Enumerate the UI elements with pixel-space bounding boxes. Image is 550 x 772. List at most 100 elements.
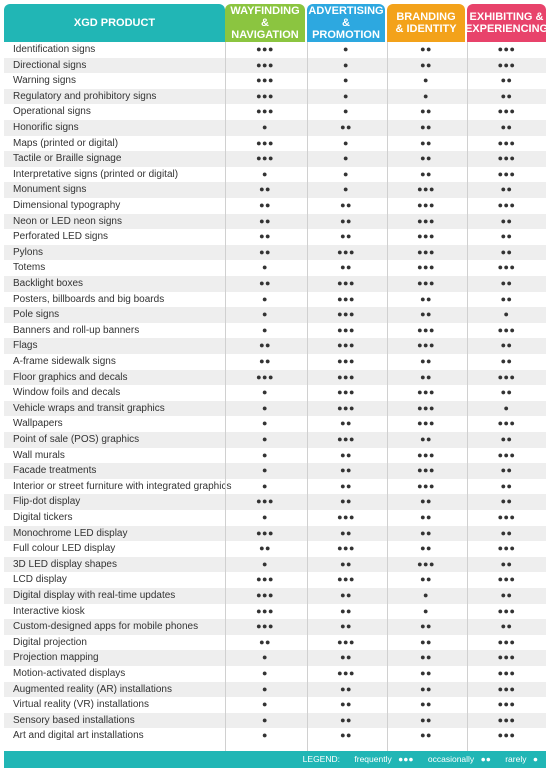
frequency-dots: ●● xyxy=(420,527,432,538)
legend-rarely-label: rarely xyxy=(505,754,527,764)
frequency-dots: ● xyxy=(262,465,268,476)
header-advertising-label: ADVERTISING & PROMOTION xyxy=(308,5,384,41)
frequency-dots: ● xyxy=(343,90,349,101)
frequency-dots: ● xyxy=(262,558,268,569)
frequency-dots: ●●● xyxy=(337,434,355,444)
frequency-dots: ●●● xyxy=(497,418,516,429)
row-label: Directional signs xyxy=(13,59,87,71)
frequency-dots: ●●● xyxy=(337,356,355,366)
frequency-dots: ●● xyxy=(340,200,352,210)
header-branding: BRANDING & IDENTITY xyxy=(387,4,465,42)
frequency-dots: ●● xyxy=(420,356,432,366)
frequency-dots: ●● xyxy=(340,605,352,616)
row-label: Warning signs xyxy=(13,75,76,87)
frequency-dots: ●●● xyxy=(497,262,516,273)
table-row: Flags ●● ●●● ●●● ●● xyxy=(4,338,546,354)
table-row: Digital display with real-time updates ●●… xyxy=(4,588,546,604)
frequency-dots: ●●● xyxy=(417,184,435,195)
frequency-dots: ●●● xyxy=(337,246,355,257)
table-row: Posters, billboards and big boards ● ●●● ●●… xyxy=(4,291,546,308)
frequency-dots: ●●● xyxy=(497,106,516,117)
frequency-dots: ●● xyxy=(420,44,432,54)
row-label: Motion-activated displays xyxy=(13,668,126,679)
frequency-dots: ●●● xyxy=(497,699,516,710)
table-row: Vehicle wraps and transit graphics ● ●●● ●●… xyxy=(4,400,546,417)
frequency-dots: ●● xyxy=(420,621,432,632)
frequency-dots: ●●● xyxy=(337,402,355,413)
frequency-dots: ●● xyxy=(340,418,352,429)
frequency-dots: ●● xyxy=(500,293,513,304)
row-label: Neon or LED neon signs xyxy=(13,215,122,227)
frequency-dots: ●● xyxy=(500,184,513,195)
row-label: Facade treatments xyxy=(13,465,97,477)
table-row: Regulatory and prohibitory signs ●●● ● ● ●● xyxy=(4,88,546,105)
frequency-dots: ●●● xyxy=(337,371,355,382)
table-row: Custom-designed apps for mobile phones ●●… xyxy=(4,619,546,635)
frequency-dots: ●● xyxy=(420,293,432,304)
frequency-dots: ●●● xyxy=(497,137,516,148)
table-row: Motion-activated displays ● ●●● ●● ●●● xyxy=(4,666,546,682)
row-label: Identification signs xyxy=(13,44,96,55)
frequency-dots: ●●● xyxy=(417,465,435,476)
frequency-dots: ● xyxy=(423,75,429,86)
table-row: Full colour LED display ●● ●●● ●● ●●● xyxy=(4,541,546,557)
row-label: Window foils and decals xyxy=(13,387,121,399)
row-label: Digital projection xyxy=(13,636,87,648)
frequency-dots: ●● xyxy=(259,184,271,195)
table-row: Tactile or Braille signage ●●● ● ●● ●●● xyxy=(4,151,546,167)
row-label: Custom-designed apps for mobile phones xyxy=(13,621,199,633)
row-label: Maps (printed or digital) xyxy=(13,137,119,149)
frequency-dots: ●●● xyxy=(337,668,355,678)
frequency-dots: ●● xyxy=(340,590,352,600)
frequency-dots: ●● xyxy=(420,730,432,741)
frequency-dots: ●●● xyxy=(497,636,516,647)
xgd-matrix-table: XGD PRODUCT WAYFINDING & NAVIGATION ADVE… xyxy=(4,4,548,768)
frequency-dots: ● xyxy=(262,293,268,304)
row-label: Point of sale (POS) graphics xyxy=(13,434,140,445)
frequency-dots: ● xyxy=(423,590,429,600)
table-row: Perforated LED signs ●● ●● ●●● ●● xyxy=(4,229,546,245)
frequency-dots: ● xyxy=(262,168,268,179)
frequency-dots: ●●● xyxy=(337,309,355,320)
frequency-dots: ●●● xyxy=(417,246,435,257)
frequency-dots: ●● xyxy=(500,356,513,366)
frequency-dots: ●● xyxy=(340,480,352,491)
table-row: Pylons ●● ●●● ●●● ●● xyxy=(4,244,546,261)
frequency-dots: ●●● xyxy=(497,449,516,460)
frequency-dots: ●●● xyxy=(497,543,516,554)
row-label: Flags xyxy=(13,340,38,352)
frequency-dots: ● xyxy=(262,122,268,132)
frequency-dots: ●● xyxy=(340,231,352,242)
table-row: Facade treatments ● ●● ●●● ●● xyxy=(4,463,546,479)
frequency-dots: ●● xyxy=(420,434,432,444)
frequency-dots: ●● xyxy=(420,699,432,710)
frequency-dots: ●● xyxy=(259,278,271,288)
table-row: Flip-dot display ●●● ●● ●● ●● xyxy=(4,494,546,510)
frequency-dots: ●● xyxy=(500,558,513,569)
frequency-dots: ●●● xyxy=(417,558,435,569)
frequency-dots: ●● xyxy=(340,449,352,460)
frequency-dots: ●● xyxy=(259,356,271,366)
table-row: Art and digital art installations ● ●● ●● ●●… xyxy=(4,728,546,744)
table-row: Sensory based installations ● ●● ●● ●●● xyxy=(4,712,546,729)
frequency-dots: ●●● xyxy=(256,371,274,382)
legend-frequently-dots: ●●● xyxy=(398,754,414,764)
frequency-dots: ●● xyxy=(500,246,513,257)
legend-frequently-label: frequently xyxy=(354,754,392,764)
row-label: Posters, billboards and big boards xyxy=(13,293,165,305)
frequency-dots: ●●● xyxy=(337,387,355,398)
table-row: Projection mapping ● ●● ●● ●●● xyxy=(4,650,546,666)
frequency-dots: ●● xyxy=(420,153,432,164)
row-label: Backlight boxes xyxy=(13,278,84,289)
frequency-dots: ●● xyxy=(340,527,352,538)
frequency-dots: ●● xyxy=(340,215,352,226)
frequency-dots: ●●● xyxy=(417,324,435,335)
frequency-dots: ●●● xyxy=(256,527,274,538)
table-row: Window foils and decals ● ●●● ●●● ●● xyxy=(4,385,546,401)
frequency-dots: ●● xyxy=(500,621,513,632)
frequency-dots: ●● xyxy=(340,621,352,632)
frequency-dots: ● xyxy=(423,605,429,616)
frequency-dots: ●●● xyxy=(417,480,435,491)
frequency-dots: ● xyxy=(262,449,268,460)
table-row: Banners and roll-up banners ● ●●● ●●● ●●● xyxy=(4,322,546,339)
